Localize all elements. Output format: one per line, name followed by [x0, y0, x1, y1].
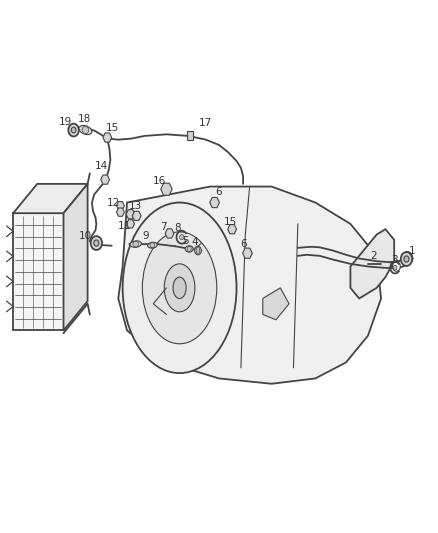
- Text: 6: 6: [215, 187, 223, 197]
- Polygon shape: [127, 220, 134, 228]
- Circle shape: [404, 256, 409, 262]
- Polygon shape: [118, 187, 381, 384]
- Polygon shape: [350, 229, 394, 298]
- Polygon shape: [13, 184, 88, 213]
- Polygon shape: [101, 175, 110, 184]
- Polygon shape: [263, 288, 289, 320]
- Circle shape: [393, 265, 397, 270]
- Polygon shape: [228, 224, 237, 234]
- Text: 17: 17: [199, 118, 212, 127]
- Text: 3: 3: [391, 255, 398, 265]
- Polygon shape: [117, 208, 124, 216]
- Polygon shape: [243, 248, 252, 259]
- Circle shape: [402, 252, 413, 264]
- Text: 15: 15: [224, 217, 237, 227]
- Ellipse shape: [164, 264, 195, 312]
- Circle shape: [91, 236, 102, 250]
- Polygon shape: [165, 229, 174, 238]
- Ellipse shape: [142, 232, 217, 344]
- Polygon shape: [210, 197, 219, 208]
- Ellipse shape: [187, 246, 191, 252]
- Polygon shape: [103, 133, 112, 142]
- Ellipse shape: [148, 242, 157, 248]
- Ellipse shape: [196, 247, 200, 254]
- Circle shape: [180, 235, 184, 240]
- Text: 12: 12: [106, 198, 120, 207]
- Text: 7: 7: [160, 222, 167, 231]
- Text: 6: 6: [240, 239, 247, 249]
- Text: 5: 5: [182, 236, 189, 246]
- Polygon shape: [64, 184, 88, 330]
- Circle shape: [71, 127, 76, 133]
- Ellipse shape: [185, 246, 193, 252]
- Bar: [13, 213, 64, 330]
- Ellipse shape: [79, 125, 92, 135]
- Circle shape: [68, 124, 79, 136]
- Ellipse shape: [173, 277, 186, 298]
- Ellipse shape: [150, 243, 155, 248]
- Text: 18: 18: [78, 115, 91, 124]
- Ellipse shape: [133, 241, 138, 247]
- Ellipse shape: [194, 246, 201, 255]
- Ellipse shape: [123, 203, 237, 373]
- Bar: [187, 131, 193, 140]
- Text: 13: 13: [129, 201, 142, 211]
- Text: 16: 16: [152, 176, 166, 186]
- Polygon shape: [126, 209, 135, 219]
- Text: 1: 1: [408, 246, 415, 255]
- Text: 8: 8: [174, 223, 181, 233]
- Text: 4: 4: [191, 237, 198, 247]
- Bar: [188, 133, 193, 138]
- Text: 14: 14: [95, 161, 108, 171]
- Polygon shape: [117, 201, 124, 210]
- Polygon shape: [161, 183, 172, 195]
- Text: 10: 10: [79, 231, 92, 240]
- Ellipse shape: [82, 126, 88, 134]
- Text: 2: 2: [370, 251, 377, 261]
- Text: 9: 9: [142, 231, 149, 240]
- Text: 15: 15: [106, 123, 119, 133]
- Circle shape: [401, 252, 412, 266]
- Circle shape: [94, 240, 99, 246]
- Ellipse shape: [130, 241, 141, 247]
- Text: 19: 19: [59, 117, 72, 126]
- Text: 11: 11: [118, 221, 131, 231]
- Circle shape: [392, 262, 400, 271]
- Polygon shape: [132, 211, 141, 221]
